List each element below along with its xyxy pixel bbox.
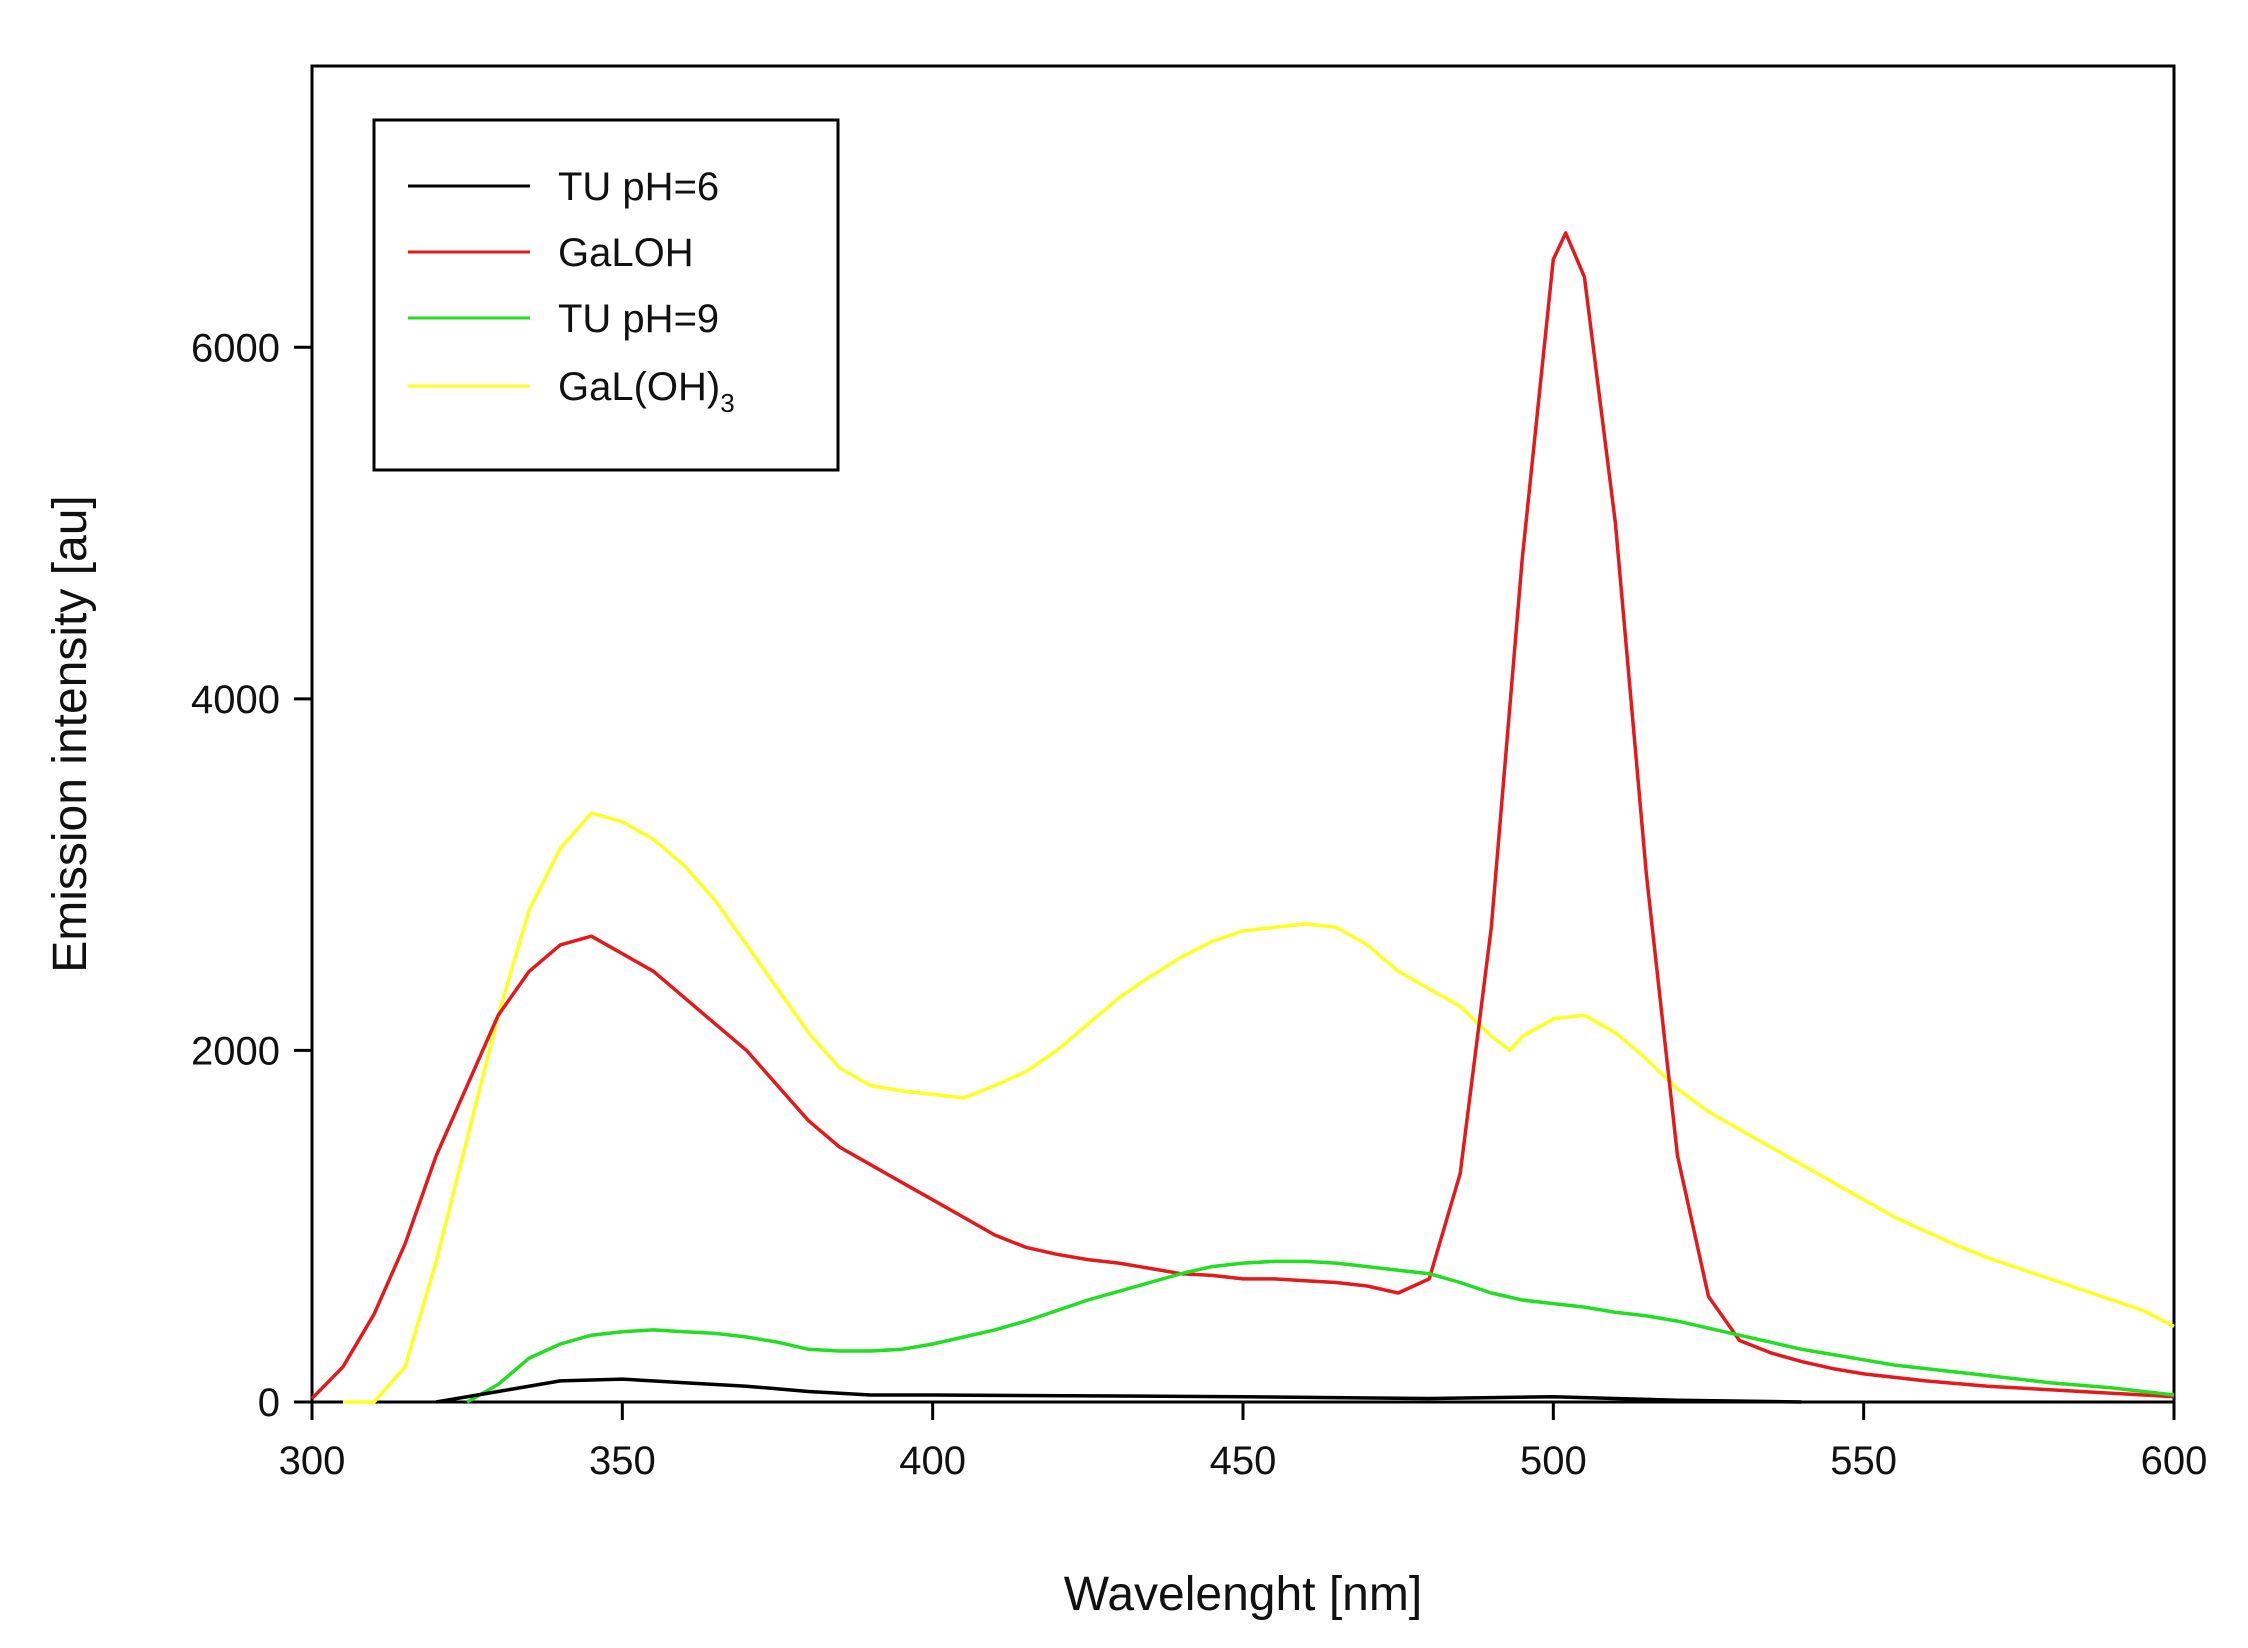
- legend-label-gal-oh3-main: GaL(OH): [558, 365, 720, 409]
- series-line-tu-ph-6: [435, 1377, 1802, 1404]
- y-tick-label-6000: 6000: [191, 326, 280, 370]
- legend-label-gal-oh3-subscript: 3: [720, 388, 734, 418]
- x-tick-label-350: 350: [589, 1439, 656, 1483]
- x-tick-label-600: 600: [2141, 1439, 2208, 1483]
- legend-label-galoh: GaLOH: [558, 231, 694, 275]
- y-tick-label-4000: 4000: [191, 678, 280, 722]
- series-line-tu-ph-9: [466, 1259, 2175, 1404]
- legend-box: [372, 118, 840, 472]
- x-tick-label-450: 450: [1210, 1439, 1277, 1483]
- series-layer: [310, 231, 2175, 1404]
- legend-label-gal-oh3: GaL(OH)3: [558, 365, 735, 418]
- y-tick-label-2000: 2000: [191, 1029, 280, 1073]
- x-tick-label-550: 550: [1830, 1439, 1897, 1483]
- x-tick-label-400: 400: [899, 1439, 966, 1483]
- x-axis-title: Wavelenght [nm]: [1064, 1568, 1422, 1621]
- series-line-gal-oh-3: [343, 811, 2175, 1404]
- series-line-galoh: [310, 231, 2175, 1400]
- x-tick-label-500: 500: [1520, 1439, 1587, 1483]
- legend-label-tu-ph6: TU pH=6: [558, 165, 719, 209]
- y-axis-title: Emission intensity [au]: [44, 495, 97, 973]
- y-tick-label-0: 0: [258, 1381, 280, 1425]
- legend: TU pH=6 GaLOH TU pH=9 GaL(OH)3: [372, 118, 840, 472]
- legend-label-tu-ph9: TU pH=9: [558, 297, 719, 341]
- x-tick-label-300: 300: [279, 1439, 346, 1483]
